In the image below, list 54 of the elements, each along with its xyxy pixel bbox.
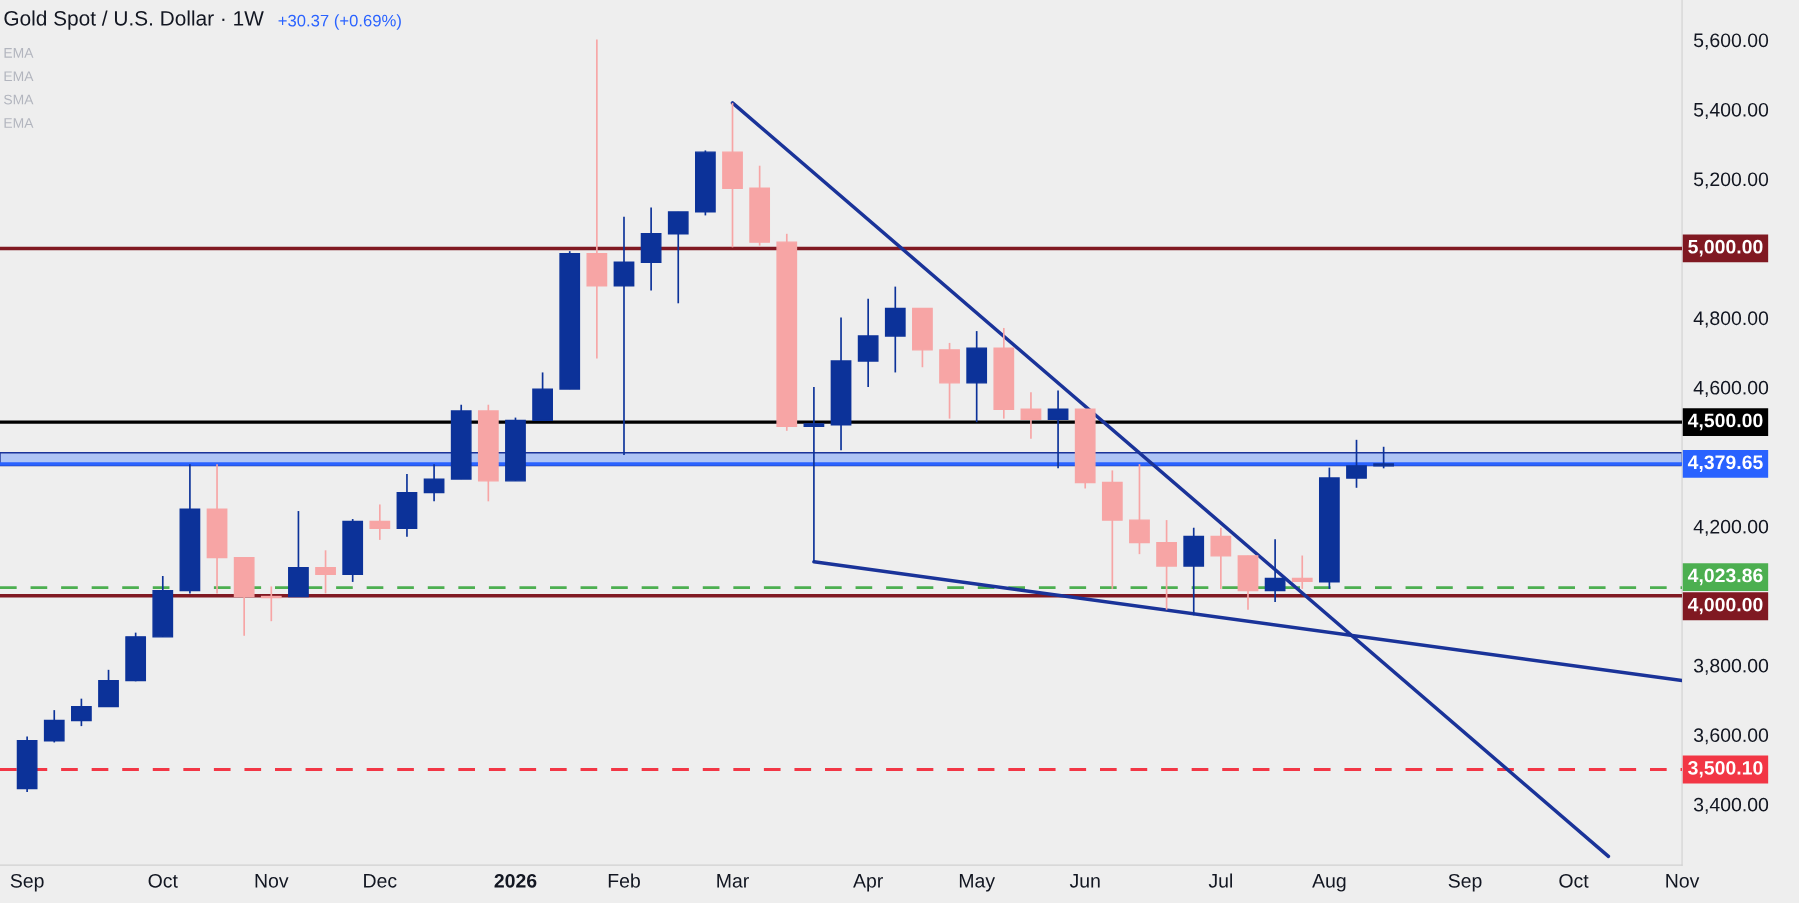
candlestick (667, 211, 689, 305)
candlestick (1129, 463, 1150, 555)
y-tick-label: 3,800.00 (1693, 658, 1769, 675)
ref-line-label: 4,000.00 (1687, 597, 1763, 615)
x-tick-label: Sep (10, 873, 44, 892)
x-tick-label: Oct (148, 873, 178, 888)
ref-line-label: 4,379.65 (1687, 455, 1763, 472)
x-tick-label: 2026 (494, 873, 537, 888)
candlestick (43, 709, 65, 744)
y-tick-label: 5,400.00 (1693, 102, 1769, 119)
y-tick-label: 3,600.00 (1693, 728, 1769, 745)
x-tick-label: Nov (255, 874, 289, 888)
annotation: SMA (4, 94, 34, 105)
x-tick-label: Jun (1069, 874, 1100, 888)
candlestick (803, 386, 825, 563)
candlestick (1047, 389, 1069, 470)
candlestick (71, 697, 92, 727)
x-tick-label: Apr (853, 874, 883, 892)
ref-line-label: 3,500.10 (1688, 760, 1763, 778)
annotation: EMA (4, 118, 34, 128)
x-tick-label: Sep (1448, 873, 1482, 892)
x-tick-label: Nov (1666, 874, 1700, 888)
x-tick-label: Dec (364, 874, 397, 888)
ref-line-label: 5,000.00 (1688, 239, 1763, 257)
candlestick (586, 38, 608, 360)
candlestick (369, 503, 391, 541)
x-tick-label: May (959, 874, 996, 892)
text: +30.37 (+0.69%) (278, 14, 401, 30)
y-tick-label: 5,200.00 (1693, 172, 1769, 189)
ref-line-label: 4,023.86 (1687, 568, 1763, 586)
y-tick-label: 4,800.00 (1693, 311, 1769, 328)
chart-title: Gold Spot / U.S. Dollar · 1W (4, 10, 264, 30)
y-tick-label: 4,600.00 (1693, 380, 1769, 397)
annotation: EMA (4, 48, 34, 58)
x-tick-label: Mar (717, 874, 749, 888)
candlestick (1291, 554, 1313, 590)
y-tick-label: 4,200.00 (1693, 519, 1769, 536)
x-tick-label: Feb (608, 873, 640, 888)
candlestick (1264, 538, 1286, 603)
candlestick (1156, 519, 1177, 611)
x-tick-label: Jul (1208, 873, 1232, 888)
candlestick (1020, 391, 1042, 440)
candlestick (1210, 526, 1232, 590)
candlestick (315, 549, 336, 595)
candlestick (1373, 445, 1395, 470)
y-tick-label: 3,400.00 (1693, 797, 1769, 814)
x-tick-label: Aug (1312, 874, 1346, 892)
ref-line-label: 4,500.00 (1687, 413, 1763, 431)
candlestick (423, 463, 445, 503)
candlestick (613, 215, 635, 456)
y-tick-label: 5,600.00 (1693, 33, 1769, 50)
annotation: EMA (4, 71, 34, 81)
x-tick-label: Oct (1559, 873, 1589, 888)
candlestick (1346, 438, 1367, 489)
